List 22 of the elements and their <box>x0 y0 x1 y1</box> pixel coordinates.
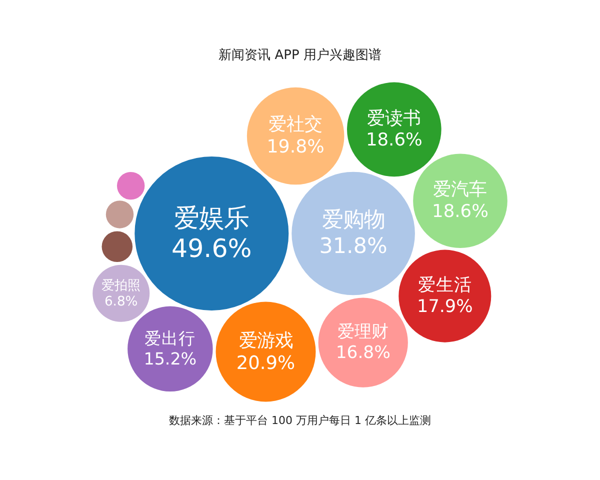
data-label: 49.6% <box>172 234 252 264</box>
category-label: 爱购物 <box>322 208 385 233</box>
source-note: 数据来源：基于平台 100 万用户每日 1 亿条以上监测 <box>169 414 431 427</box>
category-label: 爱汽车 <box>433 179 488 200</box>
data-label: 16.8% <box>336 343 390 364</box>
category-label: 爱娱乐 <box>174 203 250 232</box>
category-label: 爱读书 <box>367 108 422 129</box>
category-label: 爱生活 <box>418 276 472 296</box>
data-label: 20.9% <box>236 353 296 374</box>
category-label: 爱游戏 <box>238 330 293 352</box>
category-label: 爱拍照 <box>102 278 141 294</box>
data-label: 17.9% <box>417 296 473 317</box>
data-label: 31.8% <box>319 234 388 259</box>
data-label: 15.2% <box>144 349 197 368</box>
data-label: 6.8% <box>104 294 138 310</box>
text: 新闻资讯 APP 用户兴趣图谱 <box>218 48 382 63</box>
category-label: 爱理财 <box>338 322 389 342</box>
data-label: 18.6% <box>432 200 488 222</box>
data-label: 19.8% <box>266 136 324 158</box>
category-label: 爱出行 <box>144 328 196 348</box>
data-label: 18.6% <box>366 129 422 150</box>
category-label: 爱社交 <box>268 114 323 136</box>
